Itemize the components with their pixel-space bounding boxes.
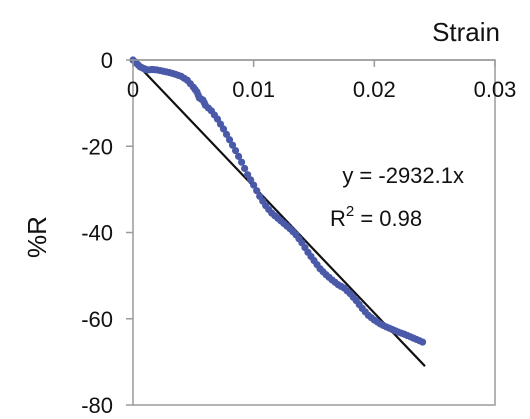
y-tick-label: 0 <box>101 48 113 73</box>
data-point <box>238 159 245 166</box>
y-tick-label: -80 <box>81 393 113 418</box>
x-tick-label: 0.02 <box>353 77 396 102</box>
regression-equation-label: y = -2932.1x <box>342 163 464 188</box>
y-tick-label: -60 <box>81 307 113 332</box>
data-point <box>241 165 248 172</box>
r-squared-label: R2 = 0.98 <box>330 203 422 231</box>
y-tick-label: -20 <box>81 134 113 159</box>
y-axis-title: %R <box>22 216 52 258</box>
y-tick-label: -40 <box>81 221 113 246</box>
r-squared-superscript: 2 <box>346 203 354 220</box>
x-tick-label: 0.01 <box>232 77 275 102</box>
x-axis-title: Strain <box>432 17 500 47</box>
plot-area-frame <box>133 60 495 405</box>
data-point <box>419 338 426 345</box>
r-squared-value: = 0.98 <box>354 206 422 231</box>
x-tick-label: 0 <box>127 77 139 102</box>
x-tick-label: 0.03 <box>474 77 517 102</box>
r-squared-base: R <box>330 206 346 231</box>
